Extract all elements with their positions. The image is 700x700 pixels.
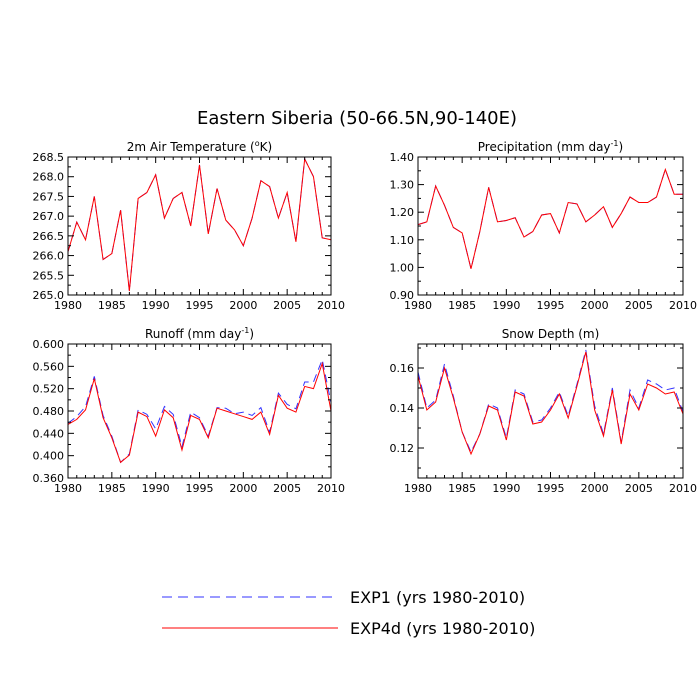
exp1-series-line: [417, 349, 684, 454]
x-tick-label: 1980: [54, 482, 82, 495]
figure-title: Eastern Siberia (50-66.5N,90-140E): [197, 108, 517, 129]
legend: EXP1 (yrs 1980-2010) EXP4d (yrs 1980-201…: [162, 588, 535, 638]
x-tick-label: 1985: [448, 299, 476, 312]
y-tick-label: 0.560: [33, 360, 65, 373]
panel-title-end: ): [619, 140, 624, 154]
y-tick-label: 0.360: [33, 472, 65, 485]
y-tick-label: 0.14: [390, 402, 415, 415]
x-tick-label: 2005: [273, 482, 301, 495]
y-tick-label: 266.0: [33, 250, 65, 263]
panel-title-end: K): [260, 140, 273, 154]
panels-group: 2m Air Temperature (oK) 1980 1985 1990 1995 2…: [33, 139, 698, 495]
x-tick-label: 1990: [142, 482, 170, 495]
x-tick-label: 1980: [404, 299, 432, 312]
x-tick-label: 2005: [625, 482, 653, 495]
x-tick-label: 1985: [448, 482, 476, 495]
y-tick-label: 0.12: [390, 442, 415, 455]
panel-title: Precipitation (mm day-1): [478, 139, 623, 154]
x-tick-label: 2010: [317, 482, 345, 495]
x-tick-label: 2000: [229, 299, 257, 312]
exp4d-series-line: [67, 157, 332, 292]
exp1-series-line: [417, 167, 683, 269]
x-tick-label: 2005: [273, 299, 301, 312]
plot-frame: [417, 343, 684, 479]
panel-title-superscript: o: [255, 139, 260, 148]
panel-title-main: Precipitation (mm day: [478, 140, 611, 154]
panel-title-superscript: -1: [611, 139, 619, 148]
y-tick-label: 266.5: [33, 230, 65, 243]
x-tick-label: 1995: [186, 482, 214, 495]
legend-exp1-label: EXP1 (yrs 1980-2010): [350, 588, 525, 607]
y-tick-label: 0.440: [33, 427, 65, 440]
y-tick-label: 1.30: [390, 179, 415, 192]
y-tick-label: 265.0: [33, 289, 65, 302]
y-tick-label: 0.16: [390, 362, 415, 375]
panel-title-main: Snow Depth (m): [502, 327, 600, 341]
y-tick-label: 265.5: [33, 269, 65, 282]
x-tick-label: 1990: [492, 299, 520, 312]
legend-exp4d-label: EXP4d (yrs 1980-2010): [350, 619, 535, 638]
x-tick-label: 1985: [98, 482, 126, 495]
x-tick-label: 1980: [404, 482, 432, 495]
plot-frame: [417, 156, 684, 296]
x-tick-label: 2010: [669, 299, 697, 312]
x-tick-label: 1990: [142, 299, 170, 312]
x-tick-label: 2010: [669, 482, 697, 495]
x-tick-label: 1995: [537, 482, 565, 495]
exp4d-series-line: [417, 351, 684, 456]
panel-title-superscript: -1: [241, 326, 249, 335]
exp4d-series-line: [67, 361, 332, 464]
plot-frame: [67, 343, 332, 479]
y-tick-label: 267.0: [33, 210, 65, 223]
panel-title-end: ): [249, 327, 254, 341]
y-tick-label: 0.90: [390, 289, 415, 302]
panel-4: Snow Depth (m) 1980 1985 1990 1995 2000 2005 20…: [390, 327, 698, 495]
y-tick-label: 0.400: [33, 450, 65, 463]
y-tick-label: 0.600: [33, 338, 65, 351]
y-tick-label: 1.00: [390, 261, 415, 274]
x-tick-label: 1995: [186, 299, 214, 312]
exp1-series-line: [67, 157, 332, 292]
panel-title: 2m Air Temperature (oK): [127, 139, 272, 154]
y-tick-label: 267.5: [33, 190, 65, 203]
panel-title-main: 2m Air Temperature (: [127, 140, 255, 154]
x-tick-label: 2000: [229, 482, 257, 495]
x-tick-label: 2000: [581, 299, 609, 312]
panel-3: Runoff (mm day-1) 1980 1985 1990 1995 2000 200…: [33, 326, 346, 495]
x-tick-label: 1990: [492, 482, 520, 495]
x-tick-label: 1985: [98, 299, 126, 312]
y-tick-label: 268.0: [33, 171, 65, 184]
x-tick-label: 1980: [54, 299, 82, 312]
panel-2: Precipitation (mm day-1) 1980 1985 1990 1995…: [390, 139, 698, 312]
panel-title: Snow Depth (m): [502, 327, 600, 341]
plot-frame: [67, 156, 332, 296]
y-tick-label: 1.40: [390, 151, 415, 164]
x-tick-label: 2005: [625, 299, 653, 312]
y-tick-label: 0.520: [33, 383, 65, 396]
x-tick-label: 1995: [537, 299, 565, 312]
y-tick-label: 268.5: [33, 151, 65, 164]
panel-title-main: Runoff (mm day: [145, 327, 241, 341]
exp1-series-line: [67, 357, 332, 464]
y-tick-label: 1.10: [390, 234, 415, 247]
x-tick-label: 2000: [581, 482, 609, 495]
y-tick-label: 0.480: [33, 405, 65, 418]
y-tick-label: 1.20: [390, 206, 415, 219]
panel-1: 2m Air Temperature (oK) 1980 1985 1990 1995 2…: [33, 139, 346, 312]
x-tick-label: 2010: [317, 299, 345, 312]
panel-title: Runoff (mm day-1): [145, 326, 254, 341]
exp4d-series-line: [417, 167, 683, 269]
